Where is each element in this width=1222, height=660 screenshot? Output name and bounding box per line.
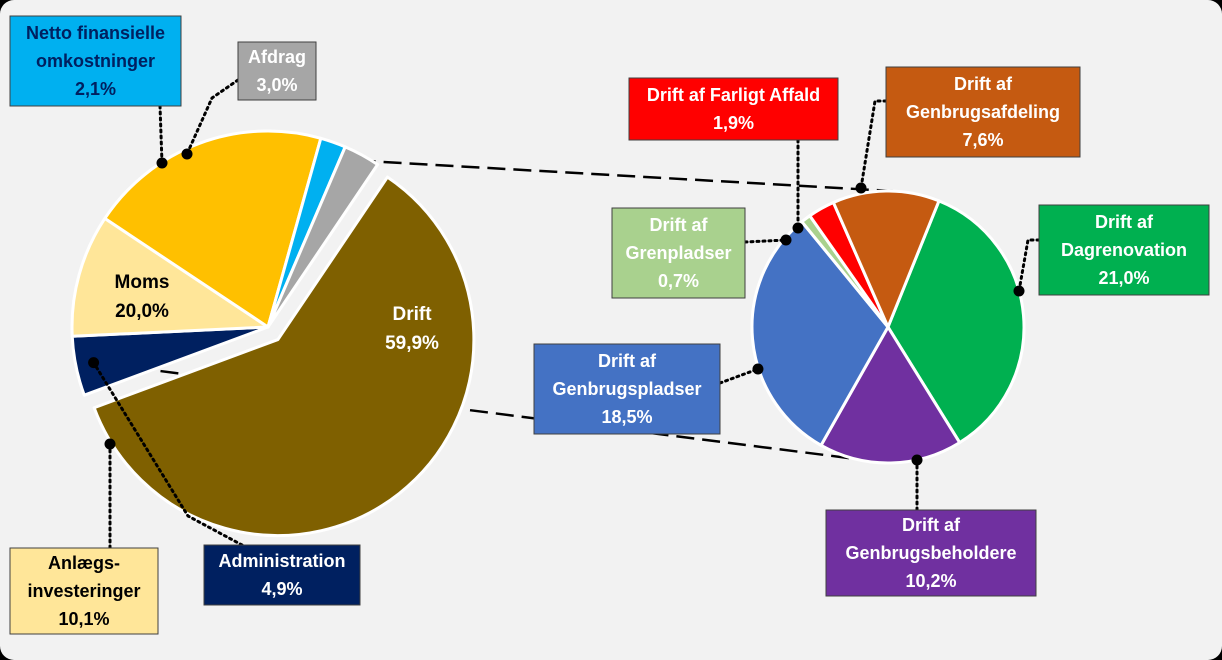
- breakdown-label-box-drift-af-grenpladser: [611, 207, 746, 299]
- drift-af-genbrugspladser-name-label: Genbrugspladser: [552, 379, 701, 399]
- main-leader-dot-administration: [88, 357, 100, 369]
- breakdown-leader-dot-drift-af-dagrenovation: [1013, 285, 1025, 297]
- anlaegs-investeringer-name-label: investeringer: [27, 581, 140, 601]
- drift-af-genbrugsbeholdere-name-label: Drift af: [902, 515, 961, 535]
- main-slice-afdrag: [266, 145, 380, 329]
- main-label-box-anlaegs-investeringer: [9, 547, 159, 635]
- breakdown-label-box-drift-af-dagrenovation: [1038, 204, 1210, 296]
- breakdown-leader-drift-af-dagrenovation: [1017, 238, 1041, 293]
- drift-af-grenpladser-name-label: Grenpladser: [625, 243, 731, 263]
- main-slice-anlaegs-investeringer: [70, 216, 270, 338]
- breakdown-leader-dot-drift-af-grenpladser: [780, 234, 792, 246]
- breakdown-slice-drift-af-genbrugsbeholdere: [819, 325, 962, 465]
- breakdown-leader-drift-af-genbrugspladser: [718, 367, 760, 385]
- data-labels: Drift 59,9% Moms 20,0% Administration 4,9% Anl…: [9, 15, 1210, 635]
- anlaegs-investeringer-name-label: Anlægs-: [48, 553, 120, 573]
- main-leader-administration: [92, 361, 244, 547]
- drift-af-farligt-affald-name-label: Drift af Farligt Affald: [647, 85, 820, 105]
- breakdown-label-box-drift-af-genbrugsafdeling: [885, 66, 1081, 158]
- breakdown-leader-dot-drift-af-genbrugsbeholdere: [911, 454, 923, 466]
- drift-af-genbrugsafdeling-name-label: Genbrugsafdeling: [906, 102, 1060, 122]
- main-leader-afdrag: [185, 78, 240, 156]
- drift-af-genbrugsbeholdere-name-label: Genbrugsbeholdere: [845, 543, 1016, 563]
- breakdown-leader-drift-af-grenpladser: [743, 238, 788, 244]
- drift-name-label: Drift: [392, 304, 432, 325]
- main-leader-dot-netto-finansielle-omkostninger: [156, 157, 168, 169]
- drift-af-grenpladser-name-label: Drift af: [650, 215, 709, 235]
- main-leader-netto-finansielle-omkostninger: [158, 104, 164, 165]
- breakdown-leader-dot-drift-af-genbrugsafdeling: [855, 182, 867, 194]
- main-slice-drift: [92, 175, 476, 538]
- pie-slices: [70, 129, 1026, 538]
- breakdown-leader-dot-drift-af-genbrugspladser: [752, 363, 764, 375]
- breakdown-slice-drift-af-genbrugsafdeling: [831, 189, 941, 329]
- drift-af-grenpladser-value-label: 0,7%: [658, 271, 699, 291]
- drift-value-label: 59,9%: [385, 333, 439, 354]
- afdrag-value-label: 3,0%: [256, 75, 297, 95]
- breakdown-slice-drift-af-dagrenovation: [886, 199, 1026, 445]
- drift-af-genbrugsafdeling-value-label: 7,6%: [962, 130, 1003, 150]
- drift-af-genbrugspladser-name-label: Drift af: [598, 351, 657, 371]
- leader-lines: [88, 78, 1041, 550]
- drift-af-dagrenovation-name-label: Drift af: [1095, 212, 1154, 232]
- drift-af-genbrugspladser-value-label: 18,5%: [601, 407, 652, 427]
- connector-line-top: [357, 159, 893, 193]
- main-label-box-administration: [203, 544, 361, 606]
- administration-name-label: Administration: [218, 551, 345, 571]
- main-leader-dot-afdrag: [181, 148, 193, 160]
- netto-finansielle-omkostninger-value-label: 2,1%: [75, 79, 116, 99]
- administration-value-label: 4,9%: [261, 579, 302, 599]
- drift-af-dagrenovation-name-label: Dagrenovation: [1061, 240, 1187, 260]
- drift-af-farligt-affald-value-label: 1,9%: [713, 113, 754, 133]
- anlaegs-investeringer-value-label: 10,1%: [58, 609, 109, 629]
- main-leader-dot-anlaegs-investeringer: [104, 438, 116, 450]
- drift-af-genbrugsafdeling-name-label: Drift af: [954, 74, 1013, 94]
- netto-finansielle-omkostninger-name-label: omkostninger: [36, 51, 155, 71]
- main-slice-moms: [103, 129, 323, 329]
- moms-value-label: 20,0%: [115, 301, 169, 322]
- main-label-box-afdrag: [237, 41, 317, 101]
- moms-name-label: Moms: [115, 272, 170, 293]
- breakdown-leader-dot-drift-af-farligt-affald: [792, 222, 804, 234]
- main-label-box-netto-finansielle-omkostninger: [9, 15, 182, 107]
- breakdown-label-box-drift-af-genbrugspladser: [533, 343, 721, 435]
- afdrag-name-label: Afdrag: [248, 47, 306, 67]
- breakdown-label-box-drift-af-genbrugsbeholdere: [825, 509, 1037, 597]
- breakdown-label-box-drift-af-farligt-affald: [628, 77, 839, 141]
- netto-finansielle-omkostninger-name-label: Netto finansielle: [26, 23, 165, 43]
- breakdown-leader-drift-af-genbrugsafdeling: [859, 99, 888, 190]
- breakdown-slice-drift-af-genbrugspladser: [750, 220, 890, 447]
- drift-af-dagrenovation-value-label: 21,0%: [1098, 268, 1149, 288]
- drift-af-genbrugsbeholdere-value-label: 10,2%: [905, 571, 956, 591]
